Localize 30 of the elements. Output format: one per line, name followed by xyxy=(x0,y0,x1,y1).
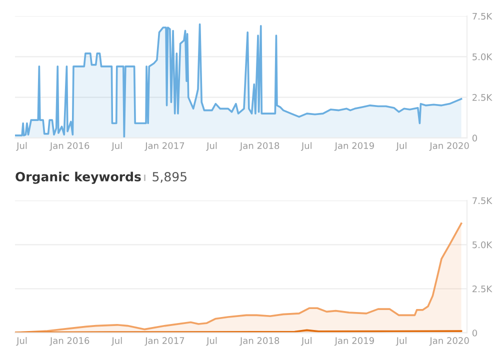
y-tick-label: 0 xyxy=(472,330,478,336)
x-tick-label: Jan 2017 xyxy=(144,337,184,346)
y-tick-label: 5.0K xyxy=(472,53,492,60)
x-tick-label: Jan 2019 xyxy=(334,337,374,346)
x-tick-label: Jan 2016 xyxy=(49,337,90,346)
y-tick-label: 2.5K xyxy=(472,94,492,101)
x-tick-label: Jul xyxy=(396,142,406,151)
chart-subtitle: 5,895 xyxy=(152,172,186,183)
y-tick-label: 2.5K xyxy=(472,285,492,292)
y-tick-label: 0 xyxy=(472,134,478,142)
x-tick-label: Jul xyxy=(16,142,27,151)
y-tick-label: 5.0K xyxy=(472,241,492,248)
x-tick-label: Jul xyxy=(300,142,312,151)
x-tick-label: Jan 2018 xyxy=(239,337,280,346)
x-tick-label: Jul xyxy=(300,337,312,346)
x-tick-label: Jul xyxy=(396,337,406,346)
chart-title: Organic keywords xyxy=(16,172,141,184)
x-tick-label: Jul xyxy=(111,337,122,346)
x-tick-label: Jul xyxy=(16,337,27,346)
y-tick-label: 7.5K xyxy=(472,12,492,20)
x-tick-label: Jan 2020 xyxy=(429,142,469,151)
x-tick-label: Jan 2020 xyxy=(429,337,469,346)
x-tick-label: Jan 2018 xyxy=(239,142,280,151)
x-tick-label: Jan 2016 xyxy=(49,142,90,151)
x-tick-label: Jul xyxy=(206,337,217,346)
y-tick-label: 7.5K xyxy=(472,197,492,204)
x-tick-label: Jan 2017 xyxy=(144,142,184,151)
x-tick-label: Jul xyxy=(206,142,217,151)
x-tick-label: Jan 2019 xyxy=(334,142,374,151)
x-tick-label: Jul xyxy=(111,142,122,151)
